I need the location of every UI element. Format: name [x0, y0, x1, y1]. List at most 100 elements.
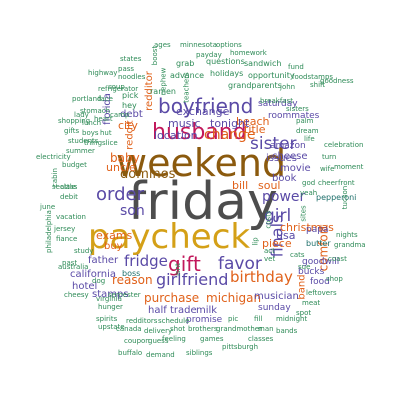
word: friday	[128, 172, 278, 232]
word: gift	[168, 252, 201, 276]
word: exchange	[176, 105, 230, 118]
word: musician	[254, 291, 299, 302]
word: gifts	[64, 127, 80, 135]
word: birthday	[230, 268, 293, 286]
word: saturday	[258, 99, 298, 109]
word: minnesota	[180, 41, 217, 49]
word: bill	[232, 179, 249, 192]
word: butter	[306, 239, 331, 248]
word: past	[62, 259, 78, 267]
word: canada	[116, 325, 142, 333]
word: australia	[58, 263, 89, 271]
word: husband	[152, 120, 247, 145]
word: music	[168, 117, 201, 130]
word: girlfriend	[156, 270, 229, 289]
word: delivery	[144, 327, 173, 335]
word: movie	[280, 163, 311, 174]
word: teachers	[182, 72, 191, 103]
word: fridge	[124, 252, 168, 270]
word: spirits	[96, 315, 118, 323]
word: cheese	[272, 151, 308, 162]
word: goodwill	[302, 257, 340, 267]
word: bucks	[298, 267, 325, 277]
word: cheer	[318, 179, 338, 187]
word: paycheck	[88, 217, 251, 257]
word: budget	[62, 161, 87, 169]
word: dog	[92, 277, 106, 285]
word: face	[98, 95, 113, 103]
word: piece	[262, 237, 292, 250]
word: leftovers	[306, 289, 337, 297]
word: cheesy	[64, 291, 89, 299]
word: location	[154, 129, 198, 142]
word: title	[244, 123, 266, 136]
word: ramen	[150, 87, 176, 96]
word: grandparents	[228, 81, 282, 90]
word: grandma	[334, 241, 366, 249]
word: man	[258, 325, 274, 333]
word: foodstamps	[292, 73, 334, 81]
word: brothers	[188, 325, 218, 333]
word: pepperoni	[316, 193, 357, 202]
word: grandmother	[216, 325, 262, 333]
word: dominos	[120, 167, 176, 182]
word: pic	[228, 315, 239, 323]
word: hey	[122, 101, 137, 110]
word: book	[272, 173, 297, 184]
word: lady	[74, 111, 89, 119]
word: hut	[100, 129, 112, 137]
word: sister	[250, 134, 297, 154]
word: soup	[108, 83, 125, 91]
word: john	[280, 83, 296, 91]
word: virginia	[96, 295, 122, 303]
word: cats	[290, 251, 305, 259]
word: study	[74, 247, 94, 255]
word: front	[338, 179, 355, 187]
word: buy	[104, 241, 123, 252]
word: lunch	[82, 119, 102, 127]
word: uncle	[106, 161, 136, 174]
word: amazon	[270, 141, 306, 151]
word: classes	[248, 335, 274, 343]
word: shot	[170, 325, 186, 333]
word: heart	[94, 115, 113, 123]
word: papa	[306, 225, 329, 235]
word: bands	[276, 327, 298, 335]
word: yeah	[300, 189, 318, 197]
word: homework	[230, 49, 267, 57]
word: sites	[299, 205, 308, 222]
word: palm	[296, 117, 314, 125]
word: change	[204, 127, 256, 143]
word: wife	[320, 165, 335, 173]
word: sandwich	[244, 59, 282, 68]
word: philadelphia	[44, 210, 53, 253]
word: pass	[118, 65, 135, 73]
word: shopping	[58, 117, 91, 125]
word: seattle	[52, 183, 76, 191]
word: hotel	[72, 281, 98, 292]
word: soul	[258, 179, 281, 192]
word: coast	[328, 255, 347, 263]
word: isnt	[173, 263, 182, 276]
word: breakfast	[260, 97, 293, 105]
word: moment	[334, 163, 364, 171]
word: purchase	[144, 291, 200, 305]
word: states	[120, 55, 142, 63]
word: beach	[236, 115, 270, 128]
word: usa	[276, 229, 296, 242]
word: goodness	[320, 77, 354, 85]
word: ages	[154, 41, 171, 49]
word: exams	[96, 229, 133, 242]
word: opportunity	[248, 71, 295, 80]
word: power	[262, 189, 306, 205]
word: boss	[122, 269, 141, 278]
word: holidays	[210, 69, 244, 78]
word: summer	[66, 147, 95, 155]
word: food	[310, 277, 330, 287]
word: shift	[310, 81, 326, 89]
word: sisters	[286, 105, 309, 113]
word: tonight	[210, 117, 250, 130]
word: lip	[251, 237, 260, 246]
word: refrigerator	[98, 85, 139, 93]
word: reason	[112, 273, 153, 287]
